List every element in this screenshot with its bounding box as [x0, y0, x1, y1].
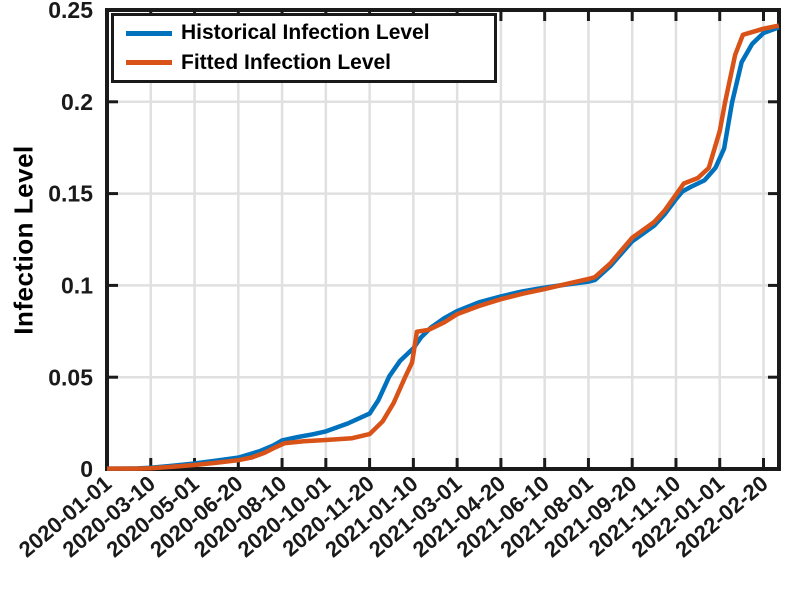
legend: Historical Infection Level Fitted Infect…	[111, 13, 497, 83]
y-tick-label: 0.1	[61, 272, 93, 298]
y-tick-label: 0.05	[48, 364, 93, 390]
y-tick-label: 0.15	[48, 181, 93, 207]
legend-label-fitted: Fitted Infection Level	[181, 50, 392, 74]
series-line-fitted	[107, 23, 780, 471]
legend-line-swatch-fitted	[126, 60, 172, 66]
axes-frame	[105, 8, 781, 471]
y-tick-label: 0.2	[61, 89, 93, 115]
legend-line-swatch-historical	[126, 30, 172, 36]
series-line-historical	[106, 25, 780, 471]
legend-item-fitted: Fitted Infection Level	[126, 51, 494, 75]
y-tick-label: 0	[80, 456, 93, 482]
legend-item-historical: Historical Infection Level	[126, 21, 494, 45]
y-tick-label: 0.25	[48, 0, 93, 23]
legend-label-historical: Historical Infection Level	[181, 21, 430, 45]
y-axis-title: Infection Level	[8, 145, 39, 335]
